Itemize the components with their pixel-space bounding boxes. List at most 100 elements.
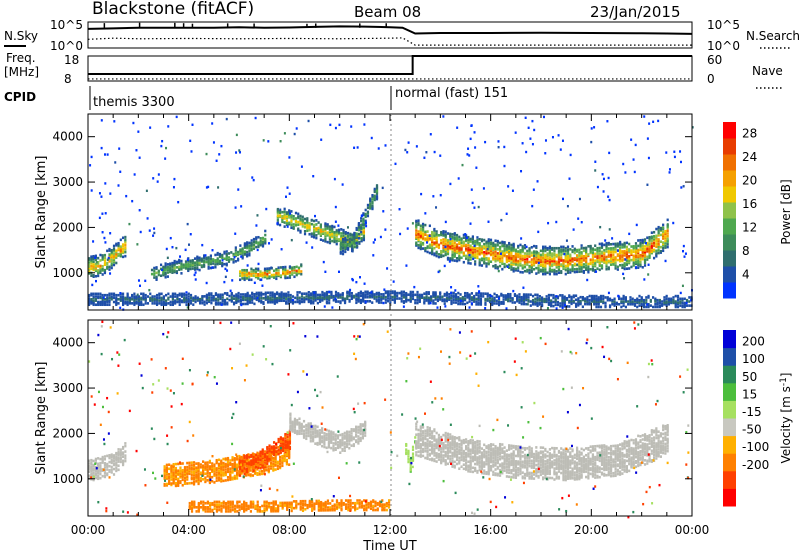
power-cell-3	[301, 215, 304, 219]
power-cell-5	[650, 239, 653, 243]
power-cell-6	[604, 301, 607, 305]
power-cell-6	[407, 298, 410, 302]
power-cell-1	[178, 261, 181, 265]
power-cell-5	[535, 266, 538, 270]
power-cell-5	[555, 270, 558, 273]
power-cell-5	[455, 251, 459, 255]
power-cell-6	[396, 291, 399, 295]
power-cell-6	[319, 297, 322, 301]
power-cell-6	[275, 292, 279, 296]
power-cell-0	[124, 243, 127, 247]
power-cell-6	[160, 292, 163, 296]
power-cell-6	[649, 298, 652, 302]
power-cell-2	[293, 267, 296, 270]
power-cell-6	[126, 296, 129, 300]
power-speck	[220, 303, 223, 306]
power-cell-5	[428, 238, 431, 241]
power-speck	[607, 291, 610, 295]
power-cell-0	[103, 253, 107, 257]
power-speck	[503, 145, 506, 149]
power-cell-6	[165, 299, 168, 302]
power-speck	[235, 133, 238, 137]
power-cell-5	[469, 262, 472, 265]
power-cell-5	[643, 249, 647, 252]
power-cell-1	[207, 267, 210, 270]
power-cell-5	[628, 248, 631, 251]
velocity-cell-0	[110, 460, 113, 463]
power-cell-5	[609, 263, 613, 267]
power-speck	[363, 282, 366, 285]
power-cell-6	[140, 292, 143, 296]
power-cell-0	[112, 250, 116, 253]
velocity-cell-1	[183, 479, 187, 483]
power-cell-3	[349, 234, 352, 237]
power-cell-6	[577, 298, 580, 302]
power-cell-5	[494, 254, 497, 258]
power-cell-6	[232, 301, 236, 305]
power-cell-5	[415, 241, 418, 245]
velocity-cell-1	[181, 468, 184, 472]
power-cell-6	[633, 300, 637, 303]
velocity-cell-1	[195, 473, 198, 476]
power-cell-6	[251, 291, 254, 295]
power-cell-6	[246, 302, 249, 306]
power-cell-5	[528, 260, 531, 264]
power-cell-3	[337, 231, 341, 234]
power-cell-6	[348, 298, 351, 302]
power-cell-6	[262, 302, 265, 306]
power-cell-6	[133, 292, 136, 296]
velocity-cell-1	[163, 484, 166, 487]
velocity-cell-1	[208, 481, 211, 485]
power-cell-6	[504, 295, 507, 299]
velocity-cell-1	[251, 464, 255, 468]
power-cell-6	[178, 297, 181, 301]
velocity-cell-0	[92, 459, 95, 463]
power-cell-0	[92, 257, 95, 261]
power-cell-6	[590, 298, 594, 302]
velocity-cell-1	[177, 462, 180, 466]
velocity-cell-1	[229, 461, 232, 465]
power-cell-5	[442, 242, 445, 245]
velocity-cell-0	[121, 451, 125, 454]
power-cell-6	[654, 297, 657, 301]
power-cell-6	[235, 293, 238, 296]
power-cell-5	[521, 257, 524, 261]
power-cell-5	[442, 230, 445, 233]
power-cell-4	[373, 198, 376, 202]
power-cell-6	[541, 297, 544, 301]
power-cell-5	[505, 251, 508, 254]
power-cell-6	[439, 291, 442, 294]
power-cell-4	[366, 214, 370, 218]
power-cell-6	[359, 294, 362, 298]
power-cell-5	[625, 252, 629, 256]
velocity-cell-1	[229, 475, 232, 479]
power-cell-6	[445, 299, 449, 303]
power-cell-5	[449, 244, 452, 248]
power-speck	[118, 147, 121, 150]
power-cell-0	[90, 255, 93, 258]
power-cell-6	[681, 304, 684, 307]
power-speck	[353, 146, 356, 149]
power-speck	[334, 126, 337, 130]
power-speck	[139, 284, 142, 287]
power-cell-6	[271, 299, 274, 303]
power-cell-6	[606, 297, 609, 301]
power-cell-5	[539, 256, 542, 259]
power-cell-5	[426, 234, 429, 237]
power-cell-6	[108, 303, 111, 307]
power-cell-6	[559, 304, 562, 308]
power-cell-5	[501, 244, 504, 248]
power-cell-5	[508, 251, 511, 255]
power-cell-0	[97, 260, 100, 264]
power-cell-6	[486, 299, 489, 302]
power-speck	[668, 168, 671, 171]
power-cell-5	[589, 261, 592, 264]
velocity-cell-0	[121, 452, 125, 456]
power-cell-6	[595, 301, 598, 305]
power-cell-6	[183, 296, 186, 300]
power-cell-5	[521, 271, 524, 274]
velocity-cell-1	[186, 469, 189, 473]
power-cell-5	[419, 243, 422, 247]
power-cell-3	[322, 232, 325, 236]
power-cell-5	[415, 233, 418, 236]
